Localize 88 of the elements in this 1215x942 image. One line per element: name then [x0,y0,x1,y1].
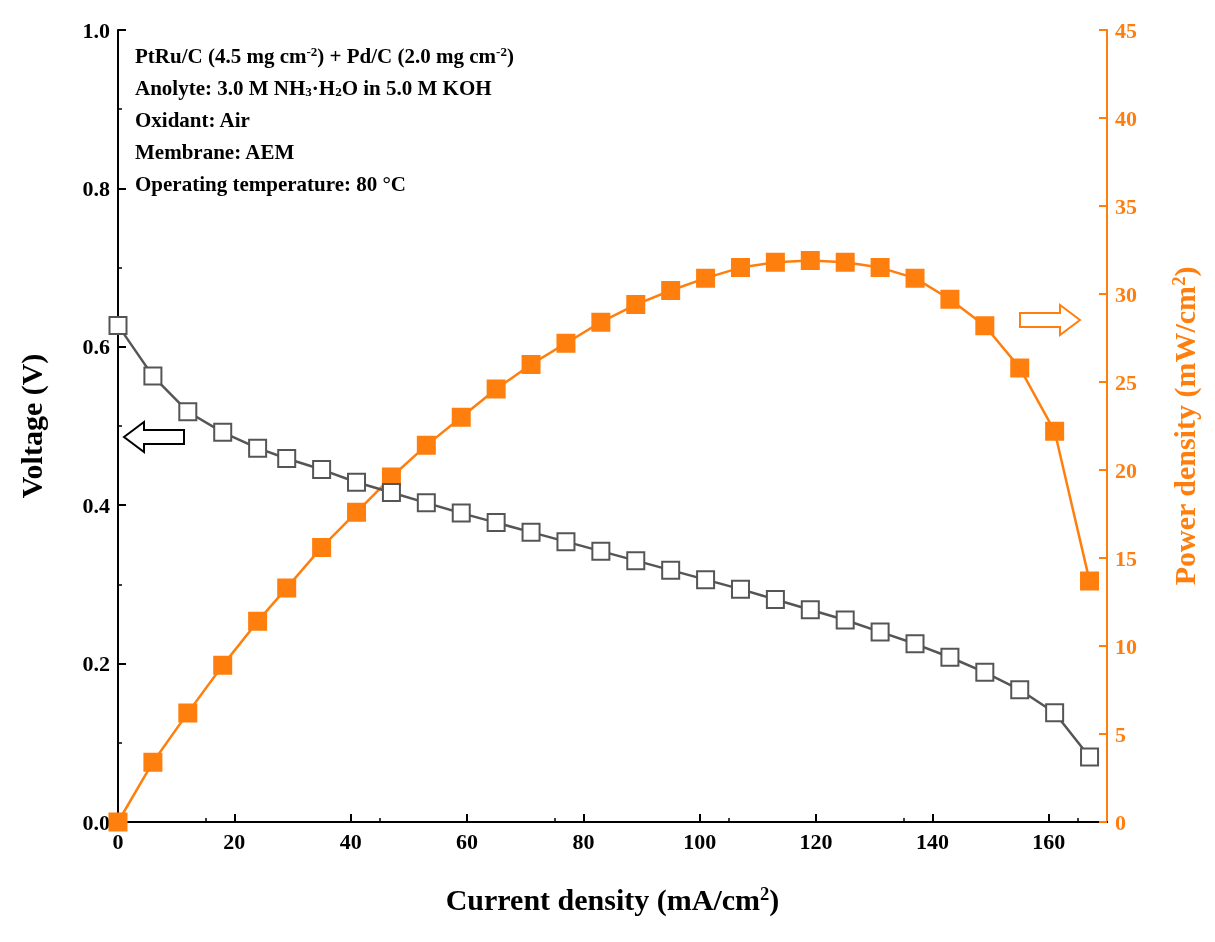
point [108,315,128,335]
point [870,258,890,278]
point [178,402,198,422]
point [905,634,925,654]
y2-tick-label: 25 [1115,369,1137,395]
point [108,812,128,832]
y2-tick-label: 35 [1115,193,1137,219]
x-tick-label: 120 [799,828,833,854]
point [416,493,436,513]
point [1080,747,1100,767]
point [765,252,785,272]
point [940,289,960,309]
point [730,258,750,278]
y2-tick-label: 15 [1115,545,1137,571]
point [1010,680,1030,700]
y2-tick-label: 45 [1115,17,1137,43]
point [975,316,995,336]
point [870,622,890,642]
point [800,600,820,620]
point [940,647,960,667]
point [213,655,233,675]
point [730,579,750,599]
point [591,312,611,332]
point [143,366,163,386]
point [451,407,471,427]
y-tick-label: 1.0 [82,17,110,43]
x-tick-label: 80 [572,828,595,854]
point [277,578,297,598]
point [178,703,198,723]
point [765,589,785,609]
point [277,448,297,468]
y-tick-label: 0.6 [82,334,110,360]
point [312,460,332,480]
point [451,503,471,523]
y2-tick-label: 0 [1115,809,1126,835]
point [905,268,925,288]
y-tick-label: 0.0 [82,809,110,835]
point [521,522,541,542]
point [835,610,855,630]
annotation: Oxidant: Air [135,107,250,132]
point [626,551,646,571]
x-tick-label: 60 [456,828,479,854]
point [1010,358,1030,378]
point [661,280,681,300]
point [416,435,436,455]
annotation: Membrane: AEM [135,139,295,164]
point [486,513,506,533]
y2-tick-label: 5 [1115,721,1126,747]
point [248,611,268,631]
y2-axis-title: Power density (mW/cm2) [1167,266,1202,586]
annotation: Anolyte: 3.0 M NH3·H2O in 5.0 M KOH [135,75,492,100]
y-tick-label: 0.8 [82,175,110,201]
point [213,422,233,442]
point [696,570,716,590]
point [347,502,367,522]
y2-tick-label: 20 [1115,457,1137,483]
x-tick-label: 160 [1032,828,1066,854]
annotation: Operating temperature: 80 °C [135,171,407,196]
x-tick-label: 40 [339,828,362,854]
y-tick-label: 0.2 [82,651,110,677]
point [1045,703,1065,723]
point [312,537,332,557]
point [347,472,367,492]
y2-tick-label: 10 [1115,633,1137,659]
y2-tick-label: 40 [1115,105,1137,131]
point [556,532,576,552]
x-tick-label: 20 [223,828,246,854]
point [1045,421,1065,441]
point [696,268,716,288]
point [1080,571,1100,591]
x-tick-label: 0 [112,828,124,854]
point [556,333,576,353]
point [591,541,611,561]
point [975,662,995,682]
x-tick-label: 100 [683,828,717,854]
y2-tick-label: 30 [1115,281,1137,307]
point [248,438,268,458]
point [661,560,681,580]
point [521,354,541,374]
point [143,752,163,772]
point [381,483,401,503]
point [626,295,646,315]
point [486,379,506,399]
x-tick-label: 140 [915,828,949,854]
y-tick-label: 0.4 [82,492,110,518]
point [835,252,855,272]
y-axis-title: Voltage (V) [14,353,49,499]
point [800,251,820,271]
